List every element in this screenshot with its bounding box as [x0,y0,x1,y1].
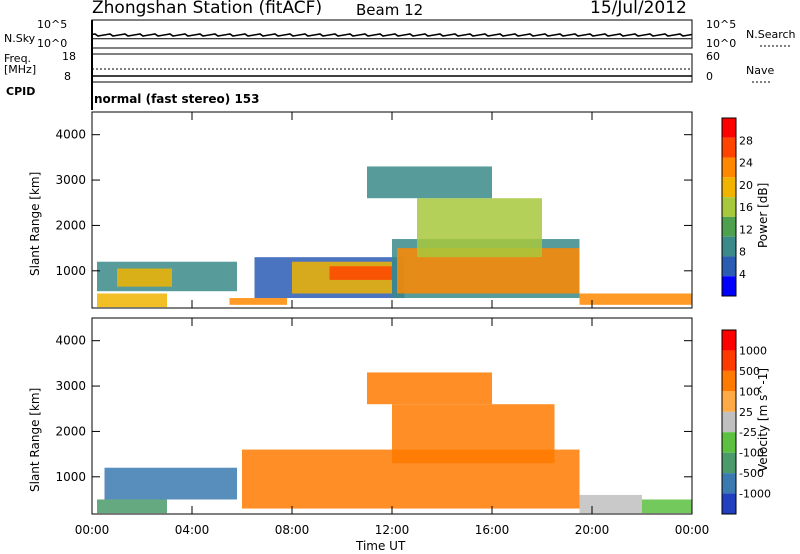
colorbar-swatch-1-7 [722,473,736,494]
ytick-label-1-3: 4000 [55,334,86,348]
xtick-label-2: 08:00 [275,523,310,537]
nsearch-label: N.Search [746,28,796,41]
ytick-label-0-2: 3000 [55,173,86,187]
colorbar-tick-1-4: -25 [739,426,757,439]
cpid-label: CPID [6,85,36,98]
xtick-label-1: 04:00 [175,523,210,537]
colorbar-swatch-0-7 [722,256,736,277]
colorbar-tick-1-2: 100 [739,385,760,398]
freq-tick-high: 18 [62,50,76,63]
colorbar-tick-0-0: 28 [739,134,753,147]
colorbar-tick-1-0: 1000 [739,344,767,357]
data-region-0-6 [329,266,392,280]
ytick-label-1-1: 2000 [55,424,86,438]
nsearch-tick-high: 10^5 [706,18,737,31]
xtick-label-5: 20:00 [575,523,610,537]
colorbar-swatch-0-5 [722,216,736,237]
colorbar-swatch-1-1 [722,350,736,371]
colorbar-tick-1-3: 25 [739,406,753,419]
colorbar-swatch-0-4 [722,197,736,217]
colorbar-swatch-0-6 [722,236,736,257]
colorbar-frame-1 [721,329,737,515]
colorbar-tick-1-1: 500 [739,365,760,378]
ytick-label-0-3: 4000 [55,128,86,142]
ytick-label-1-0: 1000 [55,470,86,484]
freq-panel-frame [91,53,693,83]
colorbar-swatch-1-4 [722,411,736,433]
colorbar-tick-1-5: -100 [739,447,764,460]
data-region-0-2 [97,293,167,308]
freq-unit: [MHz] [4,63,37,76]
colorbar-tick-0-6: 4 [739,268,746,281]
data-region-0-3 [229,298,287,305]
data-region-1-5 [579,494,642,514]
colorbar-swatch-0-2 [722,157,736,178]
colorbar-swatch-1-2 [722,370,736,392]
ytick-label-0-1: 2000 [55,218,86,232]
data-region-1-6 [642,499,692,514]
cpid-text: normal (fast stereo) 153 [94,92,260,106]
colorbar-swatch-1-3 [722,391,736,412]
colorbar-tick-0-4: 12 [739,223,753,236]
ytick-label-1-2: 3000 [55,379,86,393]
colorbar-tick-0-3: 16 [739,201,753,214]
colorbar-frame-0 [721,117,737,297]
xtick-label-4: 16:00 [475,523,510,537]
data-region-1-4 [367,372,492,405]
beam-label: Beam 12 [356,1,424,19]
data-region-0-1 [117,268,172,287]
ytick-label-0-0: 1000 [55,264,86,278]
nsky-label: N.Sky [4,32,36,45]
freq-label: Freq. [4,52,32,65]
colorbar-swatch-1-0 [722,330,736,351]
nave-tick-low: 0 [706,70,713,83]
colorbar-tick-0-5: 8 [739,246,746,259]
colorbar-swatch-0-0 [722,118,736,138]
data-region-1-3 [392,404,555,464]
data-region-1-0 [104,467,237,500]
nave-tick-high: 60 [706,50,720,63]
colorbar-swatch-0-3 [722,177,736,198]
colorbar-swatch-0-8 [722,276,736,296]
nsearch-trace [91,38,692,40]
colorbar-tick-1-7: -1000 [739,488,771,501]
colorbar-swatch-0-1 [722,137,736,158]
freq-tick-low: 8 [64,70,71,83]
data-region-1-1 [97,499,167,514]
colorbar-tick-0-1: 24 [739,157,753,170]
date-label: 15/Jul/2012 [590,0,687,18]
xtick-label-0: 00:00 [75,523,110,537]
nave-label: Nave [746,64,775,77]
data-region-0-11 [579,293,692,305]
colorbar-swatch-1-5 [722,432,736,453]
data-region-0-10 [367,166,492,199]
time-xlabel: Time UT [356,539,406,553]
colorbar-tick-1-6: -500 [739,467,764,480]
station-title: Zhongshan Station (fitACF) [92,0,323,18]
nsky-trace [91,33,693,37]
colorbar-swatch-1-8 [722,493,736,514]
colorbar-swatch-1-6 [722,452,736,474]
xtick-label-3: 12:00 [375,523,410,537]
xtick-label-6: 00:00 [675,523,710,537]
nsky-tick-low: 10^0 [37,37,68,50]
data-region-0-9 [417,198,542,258]
nsearch-tick-low: 10^0 [706,37,737,50]
nsky-tick-high: 10^5 [37,18,68,31]
colorbar-tick-0-2: 20 [739,179,753,192]
